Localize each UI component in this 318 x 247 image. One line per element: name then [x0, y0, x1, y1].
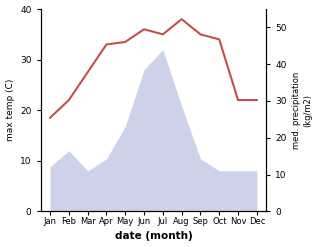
- Y-axis label: max temp (C): max temp (C): [5, 79, 15, 141]
- Y-axis label: med. precipitation
(kg/m2): med. precipitation (kg/m2): [292, 72, 313, 149]
- X-axis label: date (month): date (month): [114, 231, 192, 242]
